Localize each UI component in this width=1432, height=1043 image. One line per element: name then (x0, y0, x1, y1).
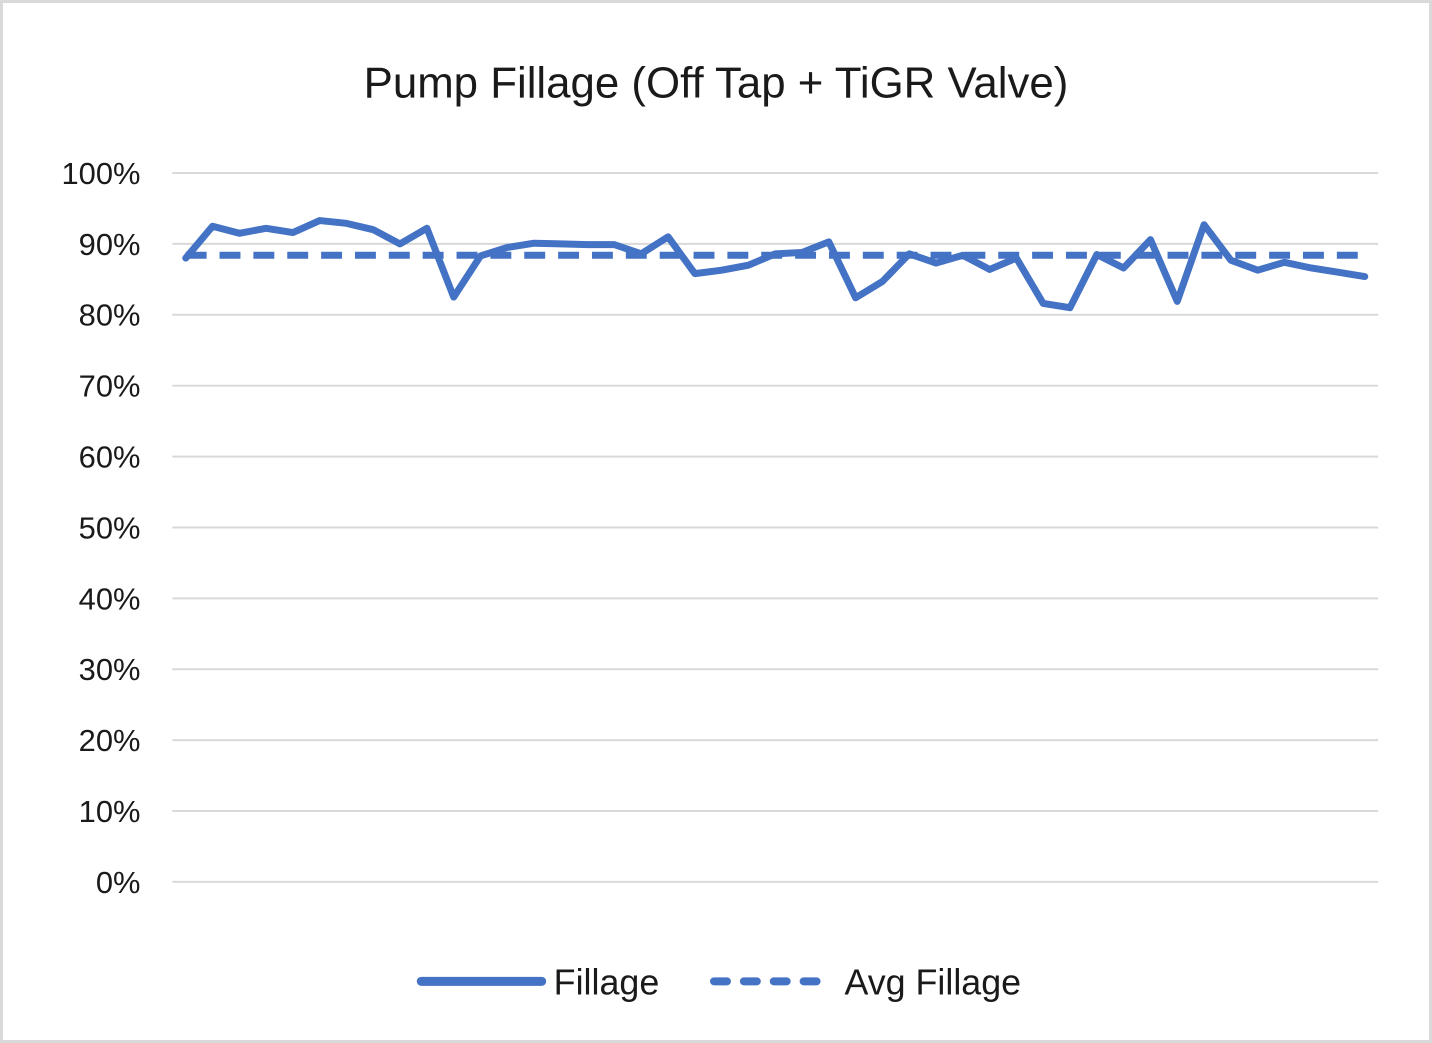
y-tick-label: 60% (79, 440, 141, 475)
legend-fillage-label: Fillage (554, 962, 660, 1002)
gridlines (172, 172, 1379, 883)
y-tick-label: 50% (79, 510, 141, 545)
y-tick-label: 80% (79, 298, 141, 333)
legend-item-fillage[interactable]: Fillage (416, 962, 660, 1002)
y-tick-label: 100% (62, 156, 141, 191)
y-tick-label: 0% (96, 865, 141, 900)
y-tick-label: 40% (79, 581, 141, 616)
y-tick-label: 20% (79, 723, 141, 758)
y-tick-label: 30% (79, 652, 141, 687)
chart-title[interactable]: Pump Fillage (Off Tap + TiGR Valve) (364, 58, 1069, 107)
fillage-line[interactable] (182, 217, 1369, 312)
y-axis-tick-labels: 0% 10% 20% 30% 40% 50% 60% 70% 80% 90% 100% (62, 156, 141, 900)
y-tick-label: 90% (79, 227, 141, 262)
chart-canvas: 0% 10% 20% 30% 40% 50% 60% 70% 80% 90% 100% Pump F… (62, 58, 1379, 1002)
y-tick-label: 10% (79, 794, 141, 829)
legend-item-avg-fillage[interactable]: Avg Fillage (710, 962, 1021, 1002)
legend: Fillage Avg Fillage (416, 962, 1021, 1002)
legend-avg-fillage-label: Avg Fillage (844, 962, 1021, 1002)
y-tick-label: 70% (79, 369, 141, 404)
